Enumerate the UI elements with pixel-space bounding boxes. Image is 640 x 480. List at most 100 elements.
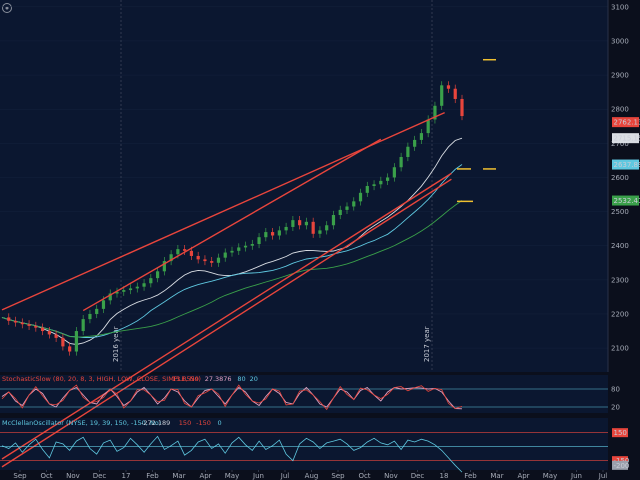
time-tick: Oct [40, 472, 52, 480]
candle-body [372, 184, 376, 186]
candle-body [284, 226, 288, 231]
mcclellan-readout: 0 [218, 419, 222, 427]
candle-body [7, 317, 11, 321]
price-label-box [612, 195, 639, 206]
price-grid [0, 6, 608, 349]
price-tick: 2200 [611, 310, 629, 318]
candle-body [68, 346, 72, 352]
stochastic-readout: 80 [237, 375, 245, 383]
price-label: 2637.89 [614, 161, 640, 169]
time-tick: 18 [440, 472, 449, 480]
candle-body [74, 331, 79, 352]
candle-body [230, 250, 234, 253]
candle-body [128, 288, 133, 291]
time-tick: Dec [411, 472, 425, 480]
candle-body [13, 320, 18, 323]
candle-body [101, 300, 106, 309]
candle-body [203, 259, 207, 262]
moving-average-lines [1, 137, 463, 345]
price-tick: 2600 [611, 174, 629, 182]
candle-body [453, 88, 457, 99]
stochastic-tick: 80 [611, 386, 620, 394]
price-axis: 3100 3000 2900 2800 2700 2600 2500 2400 2300 2200… [607, 0, 629, 372]
time-tick: May [225, 472, 239, 480]
price-tick: 2400 [611, 242, 629, 250]
time-tick: Jul [598, 472, 608, 480]
candle-body [298, 220, 302, 226]
time-tick: Nov [384, 472, 398, 480]
time-tick: Aug [305, 472, 319, 480]
price-label-box [612, 117, 639, 128]
price-label-box [612, 159, 639, 170]
mcclellan-line [1, 435, 463, 473]
candle-body [379, 180, 383, 185]
time-tick: Oct [358, 472, 370, 480]
stochastic-readout: 13.8559 [172, 375, 199, 383]
candle-body [223, 252, 227, 258]
candle-body [270, 232, 275, 236]
candle-body [95, 308, 99, 314]
price-panel[interactable] [0, 0, 608, 372]
stochastic-readout: 27.3876 [205, 375, 232, 383]
settings-gear-icon[interactable] [2, 3, 12, 13]
candle-body [88, 313, 92, 320]
candle-body [115, 291, 119, 294]
year-label: 2017 year [423, 326, 431, 362]
stochastic-k-line [1, 384, 463, 411]
mcclellan-readout: -272.189 [141, 419, 170, 427]
candle-body [365, 186, 369, 193]
candle-body [243, 245, 248, 248]
candle-body [352, 201, 356, 207]
stochastic-panel[interactable] [0, 375, 608, 413]
price-candles [7, 81, 464, 356]
candle-body [210, 261, 214, 263]
mcclellan-panel[interactable] [0, 418, 608, 470]
candle-body [433, 105, 437, 120]
candle-body [419, 133, 424, 140]
candle-body [446, 85, 451, 89]
price-tick: 3000 [611, 37, 629, 45]
price-tick: 2500 [611, 208, 629, 216]
time-tick: Sep [331, 472, 345, 480]
time-tick: Jun [570, 472, 582, 480]
time-tick: Nov [66, 472, 80, 480]
candle-body [149, 278, 153, 284]
candle-body [385, 177, 390, 181]
candle-body [250, 244, 254, 246]
candle-body [20, 322, 24, 325]
time-tick: Dec [93, 472, 107, 480]
mcclellan-readout: 150 [179, 419, 191, 427]
time-tick: Jul [280, 472, 290, 480]
candle-body [264, 232, 268, 238]
trend-lines[interactable] [1, 111, 452, 468]
time-tick: Feb [464, 472, 477, 480]
candle-body [27, 324, 31, 326]
mcclellan-label-box [612, 428, 628, 438]
price-label: 2715.15 [614, 135, 640, 143]
candle-body [135, 286, 139, 289]
candle-body [277, 230, 281, 236]
candle-body [189, 250, 194, 256]
mcclellan-label: 150 [614, 429, 627, 437]
candle-body [426, 119, 430, 134]
candle-body [406, 146, 410, 157]
support-1 [1, 172, 452, 460]
candle-body [358, 192, 363, 202]
year-label: 2016 year [112, 326, 120, 362]
time-tick: Mar [172, 472, 185, 480]
time-tick: Jun [252, 472, 264, 480]
support-2 [1, 178, 452, 468]
mcclellan-indicator: McClellanOscillator (NYSE, 19, 39, 150, … [0, 419, 629, 473]
candle-body [399, 156, 403, 168]
candle-body [311, 221, 315, 234]
candle-body [142, 283, 146, 287]
time-tick: Feb [146, 472, 159, 480]
candle-body [196, 255, 200, 260]
candle-body [176, 249, 180, 255]
candle-body [81, 319, 85, 332]
candle-body [413, 139, 417, 147]
time-tick: Apr [199, 472, 211, 480]
time-tick: Apr [517, 472, 529, 480]
candle-body [155, 271, 160, 279]
